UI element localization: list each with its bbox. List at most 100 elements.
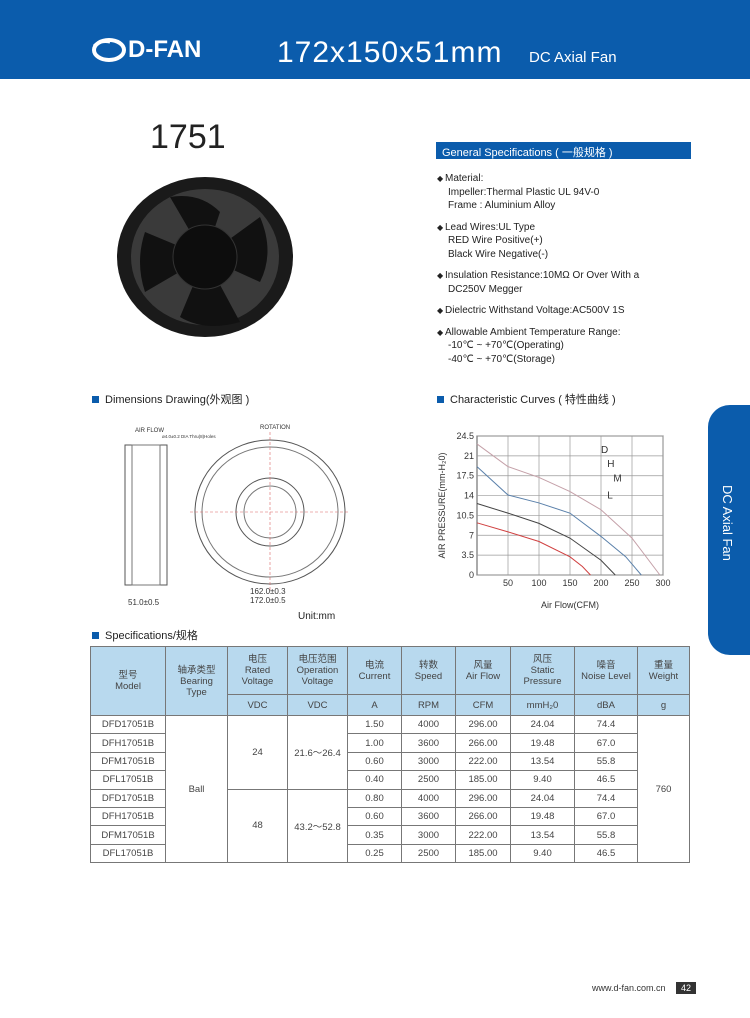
unit-label: Unit:mm bbox=[298, 611, 336, 622]
value-cell: 0.35 bbox=[347, 825, 402, 845]
column-header: 型号 Model bbox=[90, 646, 166, 716]
value-cell: 67.0 bbox=[574, 806, 638, 827]
model-cell: DFH17051B bbox=[90, 733, 166, 753]
value-cell: 4000 bbox=[401, 788, 456, 808]
fan-size: 172x150x51mm bbox=[277, 36, 503, 69]
value-cell: 0.80 bbox=[347, 788, 402, 808]
footer-url: www.d-fan.com.cn bbox=[592, 983, 666, 993]
bullet-icon: ◆ bbox=[437, 222, 444, 232]
column-header: 轴承类型 Bearing Type bbox=[165, 646, 228, 716]
width-dim: 172.0±0.5 bbox=[250, 596, 286, 605]
column-header: 电压 Rated Voltage bbox=[227, 646, 288, 695]
column-header: 转数 Speed bbox=[401, 646, 456, 695]
spec-item: ◆ Insulation Resistance:10MΩ Or Over With… bbox=[437, 269, 639, 296]
spec-line: Black Wire Negative(-) bbox=[448, 248, 549, 260]
value-cell: 67.0 bbox=[574, 733, 638, 753]
side-tab: DC Axial Fan bbox=[708, 405, 750, 655]
unit-header: A bbox=[347, 694, 402, 716]
unit-header: dBA bbox=[574, 694, 638, 716]
dimensions-drawing: AIR FLOW ø4.0±0.2 DIA Thru(8)Holes ROTAT… bbox=[124, 425, 350, 607]
spec-item: ◆ Material: Impeller:Thermal Plastic UL 94… bbox=[437, 172, 639, 213]
value-cell: 46.5 bbox=[574, 770, 638, 790]
y-tick-label: 17.5 bbox=[456, 471, 474, 481]
curve-H bbox=[476, 466, 642, 576]
value-cell: 9.40 bbox=[510, 770, 575, 790]
fan-photo bbox=[117, 177, 293, 337]
value-cell: 13.54 bbox=[510, 825, 575, 845]
value-cell: 222.00 bbox=[455, 751, 511, 772]
curve-D bbox=[476, 443, 661, 576]
model-number: 1751 bbox=[150, 118, 226, 156]
model-cell: DFD17051B bbox=[90, 714, 166, 735]
value-cell: 185.00 bbox=[455, 770, 511, 790]
value-cell: 266.00 bbox=[455, 806, 511, 827]
value-cell: 1.50 bbox=[347, 714, 402, 735]
bullet-icon: ◆ bbox=[437, 327, 444, 337]
table-row: DFH17051B 0.60 3600 266.00 19.48 67.0 bbox=[90, 806, 690, 827]
value-cell: 222.00 bbox=[455, 825, 511, 845]
value-cell: 13.54 bbox=[510, 751, 575, 772]
x-tick-label: 50 bbox=[503, 578, 513, 588]
value-cell: 1.00 bbox=[347, 733, 402, 753]
general-specs-list: ◆ Material: Impeller:Thermal Plastic UL 94… bbox=[437, 172, 639, 374]
specifications-heading: Specifications/规格 bbox=[92, 627, 198, 643]
spec-item: ◆ Lead Wires:UL Type RED Wire Positive(+) B… bbox=[437, 221, 639, 262]
y-tick-label: 21 bbox=[464, 451, 474, 461]
airflow-label: AIR FLOW bbox=[135, 428, 164, 434]
unit-header: VDC bbox=[287, 694, 348, 716]
spec-line: -40℃ ~ +70℃(Storage) bbox=[448, 353, 555, 365]
value-cell: 185.00 bbox=[455, 843, 511, 864]
column-header: 重量 Weight bbox=[637, 646, 690, 695]
value-cell: 0.40 bbox=[347, 770, 402, 790]
value-cell: 55.8 bbox=[574, 825, 638, 845]
holes-label: ø4.0±0.2 DIA Thru(8)Holes bbox=[162, 434, 216, 439]
model-cell: DFD17051B bbox=[90, 788, 166, 808]
spec-head: Dielectric Withstand Voltage:AC500V 1S bbox=[445, 305, 625, 316]
table-row: DFD17051B Ball 24 21.6～26.4 1.50 4000 296.00 24… bbox=[90, 714, 690, 864]
value-cell: 3600 bbox=[401, 733, 456, 753]
curve-M bbox=[476, 503, 616, 576]
model-cell: DFH17051B bbox=[90, 806, 166, 827]
table-row: DFD17051B 48 43.2～52.8 0.80 4000 296.00 24.04 7… bbox=[90, 788, 690, 864]
value-cell: 2500 bbox=[401, 843, 456, 864]
unit-header: g bbox=[637, 694, 690, 716]
bullet-icon: ◆ bbox=[437, 306, 444, 315]
spec-item: ◆ Dielectric Withstand Voltage:AC500V 1S bbox=[437, 304, 639, 318]
spec-head: Lead Wires:UL Type bbox=[445, 221, 536, 233]
curve-L bbox=[476, 522, 591, 576]
x-axis-label: Air Flow(CFM) bbox=[541, 600, 599, 610]
voltage-cell: 48 bbox=[227, 788, 288, 864]
table-row: DFL17051B 0.40 2500 185.00 9.40 46.5 bbox=[90, 770, 690, 790]
value-cell: 296.00 bbox=[455, 714, 511, 735]
hole-span-dim: 162.0±0.3 bbox=[250, 587, 286, 596]
x-tick-label: 200 bbox=[593, 578, 608, 588]
bullet-icon: ◆ bbox=[437, 271, 444, 280]
value-cell: 0.60 bbox=[347, 806, 402, 827]
unit-header: CFM bbox=[455, 694, 511, 716]
spec-line: RED Wire Positive(+) bbox=[448, 235, 543, 246]
value-cell: 24.04 bbox=[510, 714, 575, 735]
unit-header: RPM bbox=[401, 694, 456, 716]
model-cell: DFL17051B bbox=[90, 843, 166, 864]
column-header: 噪音 Noise Level bbox=[574, 646, 638, 695]
range-cell: 21.6～26.4 bbox=[287, 715, 348, 790]
bearing-cell: Ball bbox=[165, 714, 228, 864]
model-cell: DFM17051B bbox=[90, 825, 166, 845]
unit-header: VDC bbox=[227, 694, 288, 716]
value-cell: 24.04 bbox=[510, 788, 575, 808]
brand-logo: D-FAN bbox=[92, 36, 201, 64]
value-cell: 0.60 bbox=[347, 751, 402, 772]
depth-dim: 51.0±0.5 bbox=[128, 598, 160, 607]
column-header: 电压范围 Operation Voltage bbox=[287, 646, 348, 695]
value-cell: 19.48 bbox=[510, 733, 575, 753]
table-row: DFL17051B 0.25 2500 185.00 9.40 46.5 bbox=[90, 843, 690, 864]
value-cell: 74.4 bbox=[574, 714, 638, 735]
table-row: DFM17051B 0.60 3000 222.00 13.54 55.8 bbox=[90, 751, 690, 772]
general-specs-title: General Specifications ( 一般规格 ) bbox=[436, 142, 691, 159]
unit-header: mmH₂0 bbox=[510, 694, 575, 716]
rotation-label: ROTATION bbox=[260, 425, 290, 431]
curve-label-M: M bbox=[613, 473, 621, 484]
curve-label-H: H bbox=[607, 459, 614, 470]
value-cell: 55.8 bbox=[574, 751, 638, 772]
page-number: 42 bbox=[676, 982, 697, 994]
